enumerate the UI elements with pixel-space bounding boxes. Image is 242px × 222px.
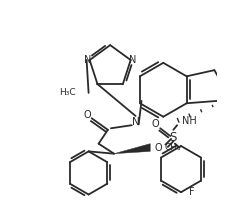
- Text: O: O: [154, 143, 162, 153]
- Text: NH: NH: [182, 116, 197, 126]
- Text: O: O: [152, 119, 159, 129]
- Text: CH₃: CH₃: [164, 143, 181, 152]
- Text: O: O: [83, 110, 91, 120]
- Text: N: N: [132, 117, 139, 127]
- Polygon shape: [114, 144, 150, 154]
- Text: S: S: [170, 131, 177, 144]
- Text: N: N: [84, 55, 91, 65]
- Text: H₃C: H₃C: [59, 88, 76, 97]
- Text: F: F: [189, 187, 194, 197]
- Text: N: N: [129, 55, 137, 65]
